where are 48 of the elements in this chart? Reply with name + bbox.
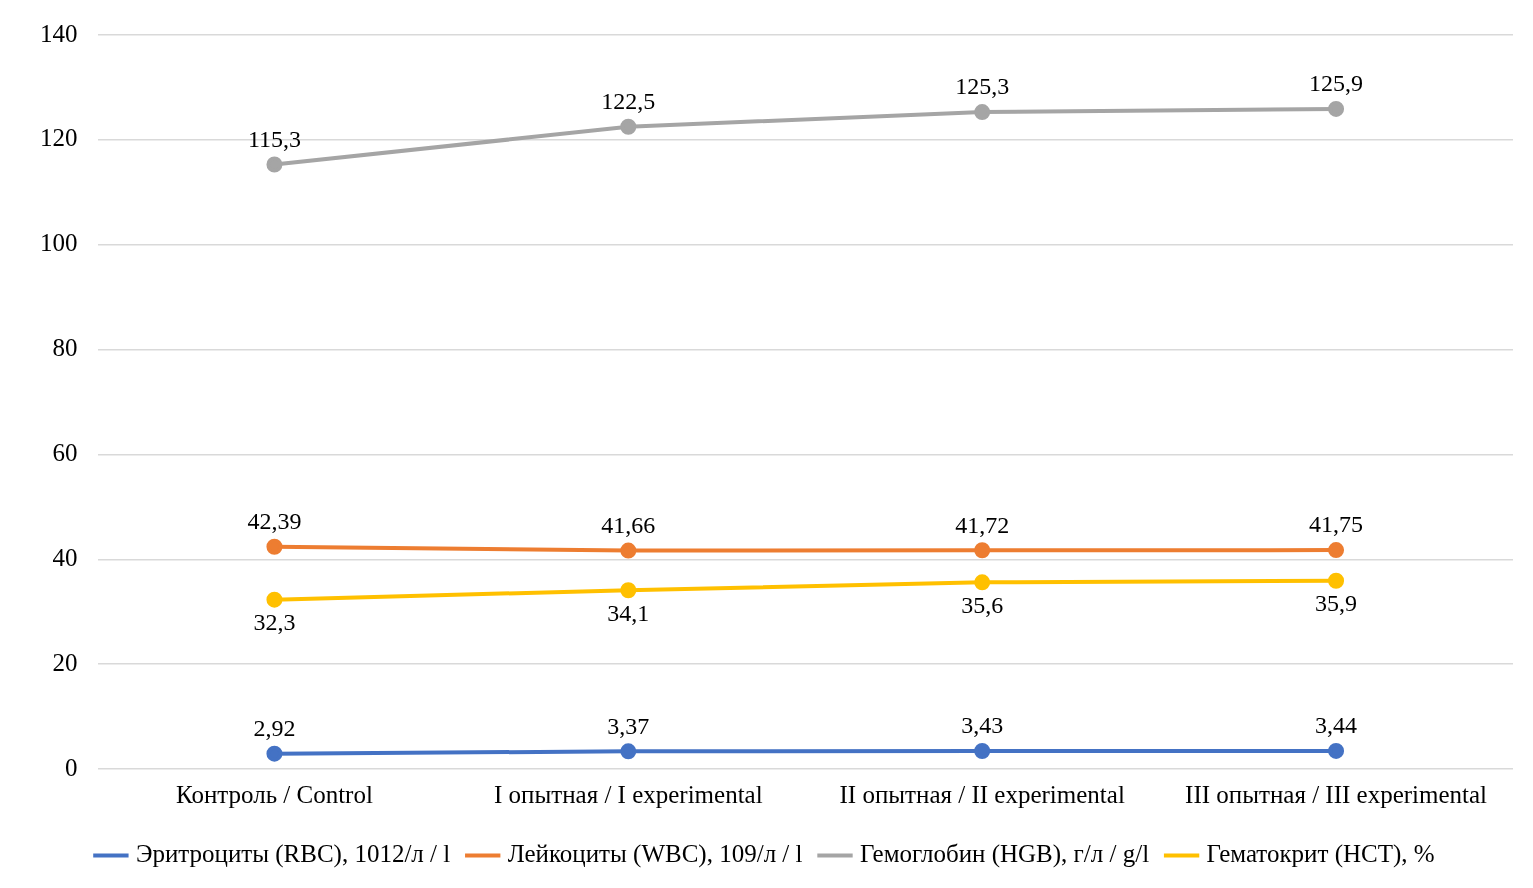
data-label: 41,66 xyxy=(601,511,656,538)
data-label: 42,39 xyxy=(247,508,302,535)
point xyxy=(620,542,637,559)
legend-label: Эритроциты (RBC), 1012/л / l xyxy=(135,840,451,869)
point xyxy=(1328,542,1345,559)
data-label: 3,44 xyxy=(1315,712,1358,739)
point xyxy=(974,574,991,591)
x-tick-label: III опытная / III experimental xyxy=(1185,780,1488,808)
data-label: 122,5 xyxy=(601,88,656,115)
x-tick-label: I опытная / I experimental xyxy=(493,780,763,808)
legend-label: Лейкоциты (WBC), 109/л / l xyxy=(507,840,803,869)
point xyxy=(266,538,283,555)
point xyxy=(266,591,283,608)
y-tick-label: 0 xyxy=(65,753,78,781)
point xyxy=(1328,572,1345,589)
x-tick-label: Контроль / Control xyxy=(175,780,373,808)
data-label: 41,72 xyxy=(955,511,1010,538)
data-label: 32,3 xyxy=(253,608,296,635)
data-label: 35,6 xyxy=(961,591,1004,618)
data-label: 3,43 xyxy=(961,712,1004,739)
y-tick-label: 60 xyxy=(52,438,78,466)
point xyxy=(620,118,637,135)
data-label: 35,9 xyxy=(1315,590,1358,617)
point xyxy=(266,745,283,762)
point xyxy=(974,743,991,760)
point xyxy=(974,542,991,559)
data-label: 41,75 xyxy=(1309,511,1364,538)
data-label: 2,92 xyxy=(253,714,296,741)
data-label: 34,1 xyxy=(607,599,650,626)
point xyxy=(1328,100,1345,117)
data-label: 115,3 xyxy=(247,125,301,152)
point xyxy=(974,104,991,121)
y-tick-label: 40 xyxy=(52,543,78,571)
y-tick-label: 100 xyxy=(40,229,78,257)
y-tick-label: 20 xyxy=(52,648,78,676)
data-label: 125,3 xyxy=(955,73,1010,100)
x-tick-label: II опытная / II experimental xyxy=(839,780,1125,808)
data-label: 3,37 xyxy=(607,712,650,739)
y-tick-label: 80 xyxy=(52,334,78,362)
legend-label: Гематокрит (HCT), % xyxy=(1206,840,1435,869)
legend-label: Гемоглобин (HGB), г/л / g/l xyxy=(860,840,1150,869)
point xyxy=(1328,742,1345,759)
data-label: 125,9 xyxy=(1309,70,1364,97)
point xyxy=(266,156,283,173)
y-tick-label: 120 xyxy=(40,124,78,152)
y-tick-label: 140 xyxy=(40,19,78,47)
point xyxy=(620,743,637,760)
point xyxy=(620,582,637,599)
